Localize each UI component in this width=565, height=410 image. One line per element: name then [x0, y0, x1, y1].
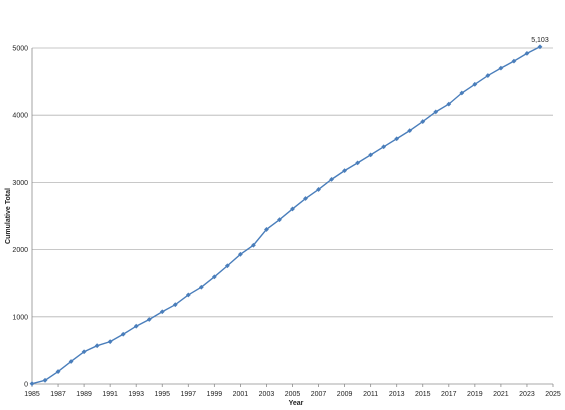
- x-tick-label: 2015: [415, 391, 431, 398]
- x-tick-label: 2011: [363, 391, 378, 398]
- data-point: [120, 331, 126, 337]
- series-line: [31, 46, 541, 385]
- data-point: [446, 101, 452, 107]
- series-line: [31, 46, 541, 385]
- x-tick-label: 2023: [519, 391, 535, 398]
- x-tick-label: 2021: [493, 391, 509, 398]
- data-point: [238, 251, 243, 257]
- data-point: [316, 187, 321, 192]
- data-point: [394, 136, 400, 142]
- data-point: [407, 128, 413, 134]
- data-point: [537, 44, 543, 50]
- data-point: [55, 369, 61, 374]
- data-point: [159, 309, 165, 315]
- data-point: [133, 323, 139, 329]
- data-point: [29, 381, 35, 387]
- data-point: [198, 284, 204, 290]
- x-tick-label: 1999: [207, 391, 223, 398]
- x-tick-label: 1991: [102, 391, 118, 398]
- data-point: [381, 144, 387, 150]
- y-tick-label: 5000: [12, 46, 28, 53]
- x-tick-label: 1997: [181, 391, 197, 398]
- x-tick-label: 1987: [50, 391, 66, 398]
- data-point: [368, 152, 374, 158]
- y-tick-label: 3000: [12, 180, 28, 187]
- x-tick-label: 1995: [154, 391, 170, 398]
- data-label: 5,103: [531, 37, 549, 44]
- data-point: [42, 377, 48, 383]
- data-point: [251, 242, 256, 248]
- annotations: 5,103: [531, 37, 549, 44]
- x-tick-label: 2007: [311, 391, 327, 398]
- x-tick-label: 2003: [259, 391, 275, 398]
- data-point: [224, 263, 230, 269]
- x-tick-label: 2001: [233, 391, 249, 398]
- data-point: [459, 90, 465, 96]
- x-axis-title: Year: [289, 400, 304, 407]
- data-point: [146, 317, 152, 322]
- data-point: [511, 58, 517, 64]
- axes: [31, 48, 554, 387]
- x-tick-labels: 1985 1987 1989 1991 1993 1995 1997 1999 2001 2003…: [24, 391, 561, 398]
- x-tick-label: 1985: [24, 391, 40, 398]
- data-point: [524, 50, 530, 56]
- data-point: [420, 119, 426, 124]
- x-tick-label: 2025: [545, 391, 561, 398]
- data-point: [185, 292, 191, 298]
- data-point: [303, 196, 308, 201]
- series-points: [29, 44, 543, 387]
- gridlines: [32, 47, 553, 318]
- data-point: [107, 339, 113, 345]
- data-point: [498, 65, 504, 71]
- data-point: [472, 81, 478, 87]
- y-tick-label: 2000: [12, 247, 28, 254]
- x-tick-label: 2017: [441, 391, 457, 398]
- y-tick-label: 4000: [12, 113, 28, 120]
- data-point: [342, 168, 347, 174]
- x-tick-label: 1989: [76, 391, 92, 398]
- y-tick-label: 0: [24, 382, 28, 389]
- data-point: [355, 160, 361, 166]
- data-point: [485, 73, 491, 78]
- data-point: [81, 349, 87, 355]
- x-tick-label: 1993: [128, 391, 144, 398]
- y-tick-labels: 0 1000 2000 3000 4000 5000: [12, 46, 28, 389]
- data-point: [211, 274, 217, 280]
- x-tick-label: 2013: [389, 391, 405, 398]
- data-point: [264, 227, 269, 232]
- data-point: [172, 302, 178, 308]
- x-tick-label: 2005: [285, 391, 301, 398]
- x-tick-label: 2009: [337, 391, 353, 398]
- y-tick-label: 1000: [12, 314, 28, 321]
- data-point: [68, 359, 74, 364]
- data-point: [94, 343, 100, 349]
- data-point: [433, 109, 439, 115]
- x-tick-label: 2019: [467, 391, 483, 398]
- data-point: [290, 206, 295, 212]
- y-axis-title: Cumulative Total: [5, 188, 12, 244]
- data-point: [277, 217, 282, 223]
- data-point: [329, 176, 334, 182]
